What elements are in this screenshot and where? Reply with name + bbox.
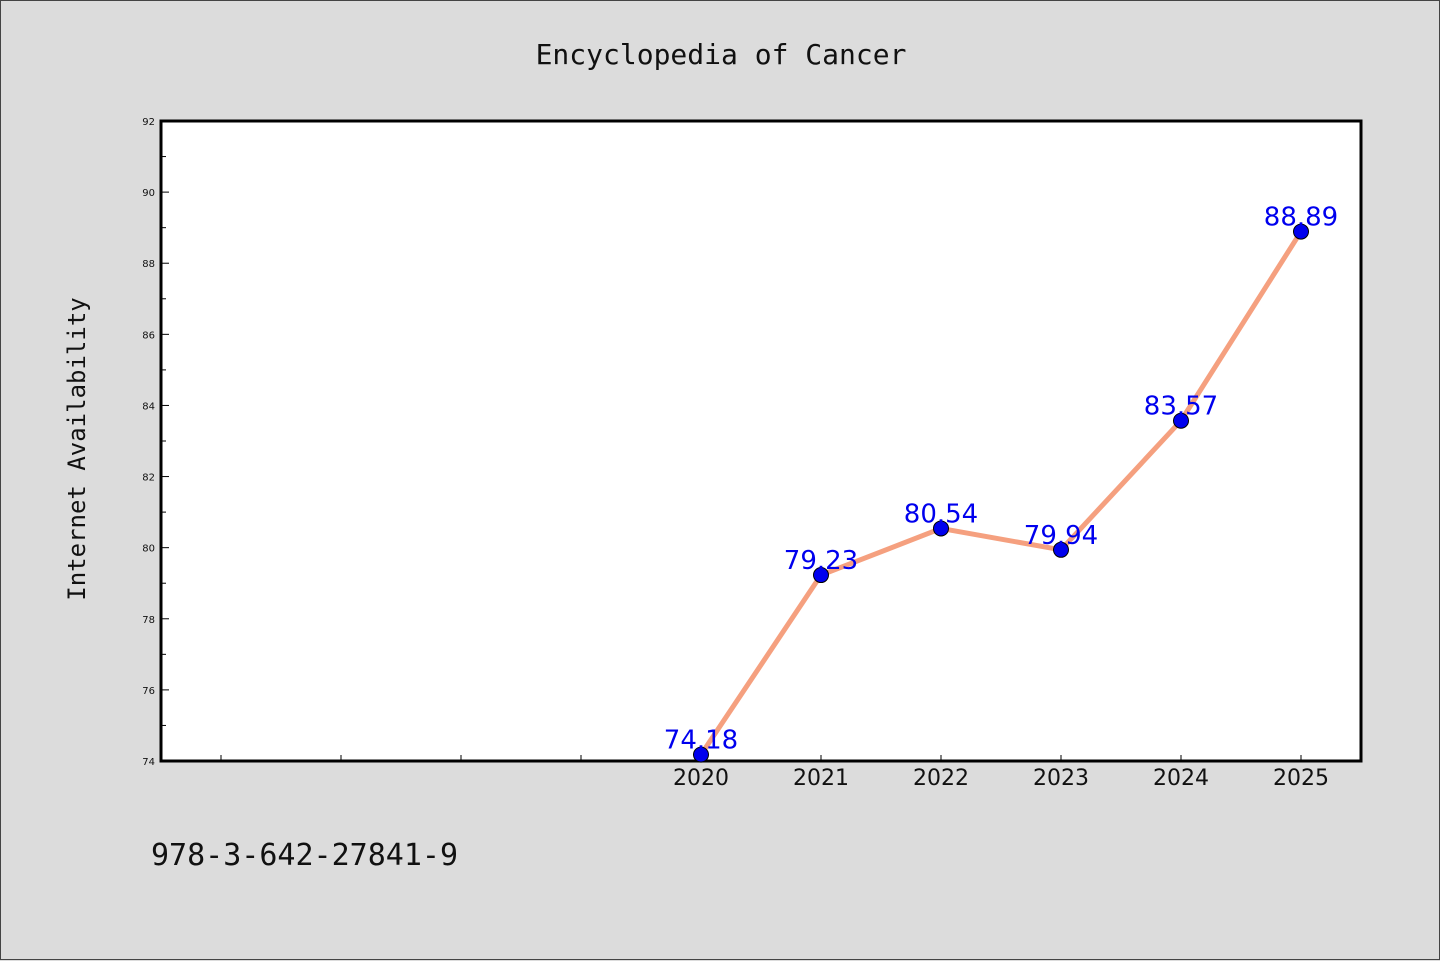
y-tick-label: 88 <box>142 259 155 270</box>
x-tick-label: 2025 <box>1273 766 1329 791</box>
x-tick-label: 2022 <box>913 766 969 791</box>
data-point <box>933 520 949 537</box>
y-tick-label: 84 <box>142 401 155 412</box>
y-axis-label: Internet Availability <box>63 297 91 600</box>
data-label: 79.94 <box>1024 521 1098 551</box>
chart-title: Encyclopedia of Cancer <box>536 38 907 71</box>
x-tick-label: 2020 <box>673 766 729 791</box>
series-line <box>698 230 1304 756</box>
data-label: 79.23 <box>784 546 858 576</box>
data-markers <box>693 223 1309 763</box>
data-labels: 74.18 79.23 80.54 79.94 83.57 88.89 <box>664 203 1338 756</box>
y-tick-label: 86 <box>142 330 155 341</box>
y-tick-label: 74 <box>142 757 155 768</box>
data-point <box>1053 541 1069 558</box>
x-tick-label: 2023 <box>1033 766 1089 791</box>
y-tick-label: 76 <box>142 686 155 697</box>
y-tick-label: 82 <box>142 473 155 484</box>
y-tick-label: 78 <box>142 615 155 626</box>
y-tick-label: 80 <box>142 544 155 555</box>
data-point <box>693 746 709 763</box>
x-axis-ticks: 2020 2021 2022 2023 2024 2025 <box>220 755 1329 791</box>
y-tick-label: 90 <box>142 188 155 199</box>
x-tick-label: 2024 <box>1153 766 1209 791</box>
data-label: 74.18 <box>664 726 738 756</box>
footer-isbn: 978-3-642-27841-9 <box>151 838 458 873</box>
y-tick-label: 92 <box>142 117 155 128</box>
data-label: 88.89 <box>1264 203 1338 233</box>
data-label: 80.54 <box>904 499 978 529</box>
data-point <box>1173 412 1189 429</box>
data-point <box>1293 223 1309 240</box>
data-label: 83.57 <box>1144 392 1218 422</box>
data-point <box>813 567 829 584</box>
x-tick-label: 2021 <box>793 766 849 791</box>
y-axis-ticks: 74 76 78 80 82 84 86 88 90 92 <box>142 117 169 768</box>
